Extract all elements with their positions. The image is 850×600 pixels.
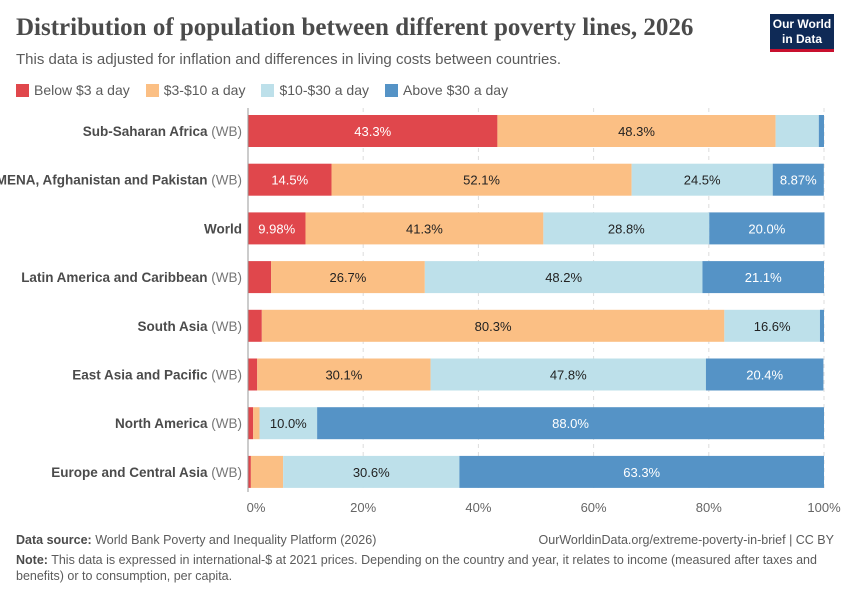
data-label: 43.3% [354, 124, 391, 139]
data-label: 47.8% [550, 368, 587, 383]
bar-segment[interactable] [283, 455, 460, 488]
bar-segment[interactable] [248, 455, 251, 488]
bar-segment[interactable] [248, 261, 272, 294]
legend-label: Below $3 a day [34, 82, 130, 98]
bar-segment[interactable] [248, 115, 498, 147]
data-label: 9.98% [258, 221, 295, 236]
source-url[interactable]: OurWorldinData.org/extreme-poverty-in-br… [538, 533, 834, 547]
data-label: 48.2% [545, 270, 582, 285]
data-label: 20.0% [748, 221, 785, 236]
legend-item[interactable]: Above $30 a day [385, 82, 508, 98]
bar-segment[interactable] [257, 358, 431, 391]
x-tick-label: 0% [247, 500, 266, 515]
legend-label: Above $30 a day [403, 82, 509, 98]
data-label: 16.6% [754, 319, 791, 334]
bar-segment[interactable] [775, 115, 819, 147]
data-source: Data source: World Bank Poverty and Ineq… [16, 533, 376, 547]
bar-segment[interactable] [305, 212, 544, 245]
x-tick-label: 80% [696, 500, 722, 515]
note: Note: This data is expressed in internat… [16, 552, 826, 584]
data-label: 26.7% [329, 270, 366, 285]
bar-segment[interactable] [818, 115, 824, 147]
bar-segment[interactable] [250, 455, 284, 488]
category-label: World [204, 221, 242, 236]
bar-segment[interactable] [261, 309, 725, 342]
bar-segment[interactable] [253, 407, 260, 440]
category-label: Sub-Saharan Africa (WB) [83, 124, 242, 139]
data-label: 30.6% [353, 465, 390, 480]
category-label: East Asia and Pacific (WB) [72, 368, 242, 383]
bar-segment[interactable] [271, 261, 425, 294]
data-label: 48.3% [618, 124, 655, 139]
note-label: Note: [16, 553, 48, 567]
category-label: MENA, Afghanistan and Pakistan (WB) [0, 173, 242, 188]
x-tick-label: 60% [581, 500, 607, 515]
legend-label: $10-$30 a day [279, 82, 369, 98]
data-label: 20.4% [746, 368, 783, 383]
bar-segment[interactable] [259, 407, 318, 440]
category-label: South Asia (WB) [137, 319, 242, 334]
data-label: 88.0% [552, 416, 589, 431]
source-text: World Bank Poverty and Inequality Platfo… [95, 533, 377, 547]
bar-segment[interactable] [248, 309, 262, 342]
data-label: 28.8% [608, 221, 645, 236]
legend-item[interactable]: $3-$10 a day [145, 82, 246, 98]
legend-swatch [16, 84, 29, 97]
bar-segment[interactable] [705, 358, 824, 391]
chart-subtitle: This data is adjusted for inflation and … [16, 51, 562, 68]
source-label: Data source: [16, 533, 92, 547]
legend: Below $3 a day $3-$10 a day $10-$30 a day A… [16, 82, 508, 98]
data-label: 41.3% [406, 221, 443, 236]
bar-segment[interactable] [819, 309, 824, 342]
data-label: 52.1% [463, 173, 500, 188]
bar-segment[interactable] [631, 163, 773, 196]
bar-segment[interactable] [497, 115, 776, 147]
bar-segment[interactable] [430, 358, 706, 391]
bar-segment[interactable] [248, 163, 332, 196]
bar-segment[interactable] [248, 212, 306, 245]
bar-segment[interactable] [709, 212, 825, 245]
bar-segment[interactable] [248, 407, 254, 440]
category-label: Latin America and Caribbean (WB) [21, 270, 242, 285]
data-label: 8.87% [780, 173, 817, 188]
bar-segment[interactable] [543, 212, 710, 245]
data-label: 30.1% [325, 368, 362, 383]
owid-logo[interactable]: Our World in Data [770, 14, 834, 52]
legend-swatch [385, 84, 398, 97]
bar-segment[interactable] [317, 407, 824, 440]
data-label: 80.3% [475, 319, 512, 334]
bar-segment[interactable] [459, 455, 824, 488]
legend-item[interactable]: $10-$30 a day [261, 82, 369, 98]
bar-segment[interactable] [331, 163, 632, 196]
bar-segment[interactable] [424, 261, 703, 294]
data-label: 14.5% [271, 173, 308, 188]
legend-swatch [145, 84, 159, 97]
x-tick-label: 20% [350, 500, 376, 515]
data-label: 63.3% [623, 465, 660, 480]
bar-segment[interactable] [724, 309, 820, 342]
bar-segment[interactable] [702, 261, 824, 294]
legend-item[interactable]: Below $3 a day [16, 82, 130, 98]
legend-label: $3-$10 a day [163, 82, 246, 98]
bar-segment[interactable] [772, 163, 824, 196]
x-tick-label: 40% [465, 500, 491, 515]
bar-segment[interactable] [248, 358, 258, 391]
note-text: This data is expressed in international-… [16, 553, 817, 583]
category-label: North America (WB) [115, 416, 242, 431]
data-label: 21.1% [745, 270, 782, 285]
data-label: 24.5% [684, 173, 721, 188]
category-label: Europe and Central Asia (WB) [51, 465, 242, 480]
legend-swatch [261, 84, 275, 97]
x-tick-label: 100% [807, 500, 841, 515]
chart-title: Distribution of population between diffe… [16, 14, 694, 41]
data-label: 10.0% [270, 416, 307, 431]
